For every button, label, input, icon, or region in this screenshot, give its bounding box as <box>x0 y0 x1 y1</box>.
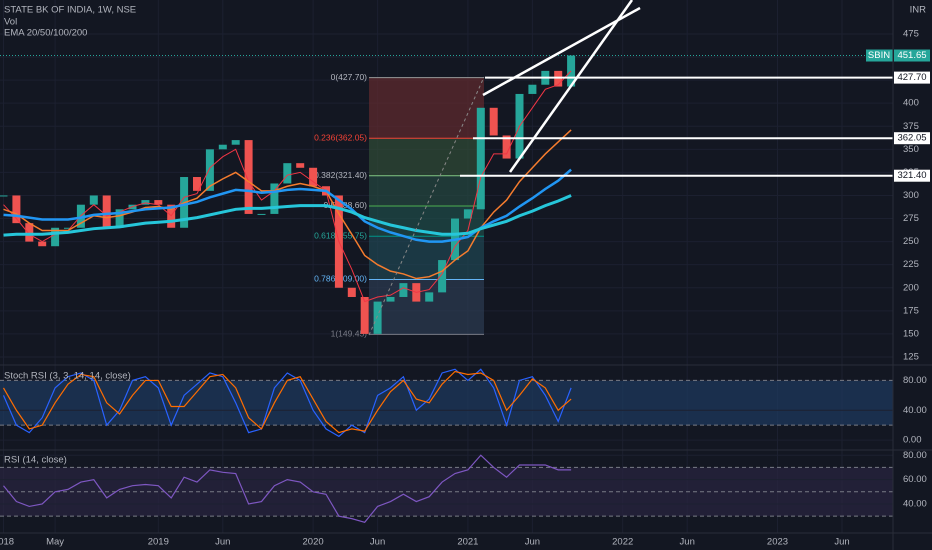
ema-line <box>3 129 572 280</box>
x-tick-label: 2023 <box>767 537 788 548</box>
y-tick-label: 40.00 <box>903 405 927 416</box>
price-tag-box <box>894 132 930 145</box>
candle <box>489 107 498 136</box>
fib-zone <box>369 138 484 176</box>
fib-zone <box>369 279 484 335</box>
x-tick-label: Jun <box>525 537 540 548</box>
x-tick-label: 2020 <box>303 537 324 548</box>
ema-line <box>3 70 572 303</box>
candle <box>476 107 485 210</box>
ema-line <box>3 194 572 237</box>
indicator-line <box>2 370 572 434</box>
x-tick-label: 2018 <box>0 537 14 548</box>
ema-label: EMA 20/50/100/200 <box>4 28 87 39</box>
y-tick-label: 175 <box>903 305 919 316</box>
candle <box>270 183 279 214</box>
symbol-title: STATE BK OF INDIA, 1W, NSE <box>4 5 136 16</box>
price-tag: 427.70 <box>897 72 926 83</box>
wedge-upper <box>482 6 641 97</box>
last-price: 451.65 <box>897 50 926 61</box>
y-tick-label: 80.00 <box>903 450 927 461</box>
y-tick-label: 250 <box>903 236 919 247</box>
candle <box>89 195 98 205</box>
y-tick-label: 275 <box>903 213 919 224</box>
candle <box>218 144 227 150</box>
y-tick-label: 80.00 <box>903 375 927 386</box>
candle <box>502 135 511 159</box>
candle <box>115 209 124 228</box>
y-tick-label: 350 <box>903 144 919 155</box>
fib-label: 0(427.70) <box>331 72 368 82</box>
candle <box>257 213 266 215</box>
candle <box>283 163 292 184</box>
candle <box>296 163 305 168</box>
y-tick-label: 300 <box>903 190 919 201</box>
x-tick-label: 2021 <box>457 537 478 548</box>
fib-zone <box>369 236 484 280</box>
y-tick-label: 225 <box>903 259 919 270</box>
symbol-tag: SBIN <box>868 50 890 61</box>
candle <box>25 223 34 242</box>
fib-label: 0.236(362.05) <box>314 132 367 142</box>
y-tick-label: 400 <box>903 98 919 109</box>
x-tick-label: May <box>46 537 64 548</box>
fib-diagonal <box>368 76 485 336</box>
y-tick-label: 200 <box>903 282 919 293</box>
y-tick-label: 40.00 <box>903 499 927 510</box>
fib-label: 1(149.45) <box>331 329 368 339</box>
volume-label: Vol <box>4 17 17 28</box>
x-tick-label: Jun <box>215 537 230 548</box>
candle <box>0 195 8 197</box>
candle <box>244 140 253 214</box>
fib-zone <box>369 77 484 139</box>
wedge-lower <box>508 0 634 173</box>
candle <box>528 84 537 94</box>
y-tick-label: 150 <box>903 328 919 339</box>
candle <box>193 177 201 191</box>
price-tag-box <box>894 71 930 84</box>
candle <box>205 149 214 191</box>
last-price-box <box>894 49 930 62</box>
rsi-title: RSI (14, close) <box>4 455 67 466</box>
candle <box>231 140 240 145</box>
fib-label: 0.382(321.40) <box>314 170 367 180</box>
y-tick-label: 60.00 <box>903 474 927 485</box>
x-tick-label: 2022 <box>612 537 633 548</box>
candle <box>102 195 111 228</box>
indicator-line <box>3 454 572 523</box>
candle <box>438 260 447 293</box>
candle <box>463 209 472 219</box>
candle <box>51 227 60 247</box>
x-tick-label: Jun <box>834 537 849 548</box>
y-tick-label: 475 <box>903 28 919 39</box>
fib-zone <box>369 175 484 206</box>
price-tag-box <box>894 169 930 182</box>
candle <box>373 301 382 334</box>
candle <box>12 195 21 224</box>
candle <box>154 200 163 205</box>
candle <box>64 227 72 229</box>
x-tick-label: Jun <box>370 537 385 548</box>
symbol-box <box>866 49 893 62</box>
candle <box>554 70 563 87</box>
candle <box>399 283 408 297</box>
x-tick-label: 2019 <box>148 537 169 548</box>
band-fill <box>0 380 893 426</box>
price-tag: 321.40 <box>897 170 926 181</box>
stoch-title: Stoch RSI (3, 3, 14, 14, close) <box>4 371 131 382</box>
candle <box>38 241 47 247</box>
x-tick-label: Jun <box>680 537 695 548</box>
candle <box>309 167 318 187</box>
y-tick-label: 125 <box>903 351 919 362</box>
candle <box>347 287 356 297</box>
candle <box>425 292 434 302</box>
candle <box>360 296 369 334</box>
currency: INR <box>910 5 927 16</box>
price-tag: 362.05 <box>897 133 926 144</box>
y-tick-label: 0.00 <box>903 435 922 446</box>
candle <box>386 296 395 302</box>
y-tick-label: 375 <box>903 121 919 132</box>
